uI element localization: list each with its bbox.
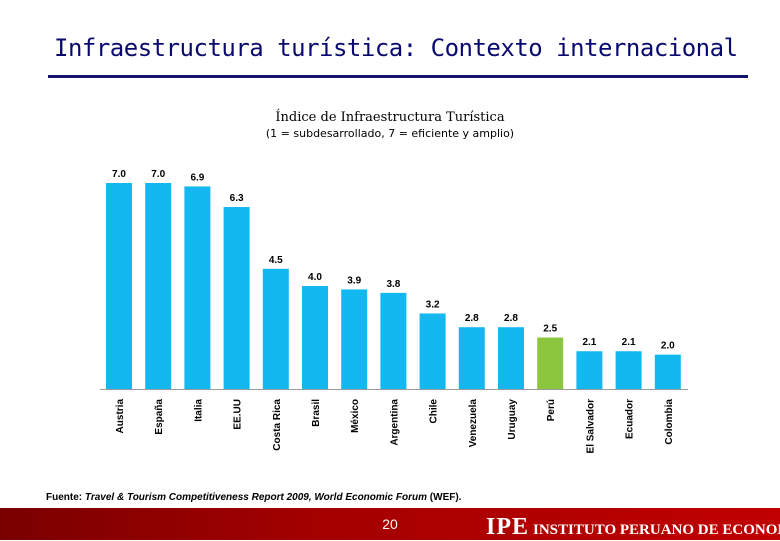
category-label-7: Argentina [389,399,400,446]
page-title: Infraestructura turística: Contexto inte… [54,34,738,62]
logo-name: INSTITUTO PERUANO DE ECONOMÍA [533,522,780,538]
data-label-12: 2.1 [582,337,596,348]
footer-bar [0,508,780,540]
bar-7 [380,292,407,389]
source-title: Travel & Tourism Competitiveness Report … [84,492,428,503]
data-label-11: 2.5 [543,324,557,335]
data-label-14: 2.0 [661,341,675,352]
category-label-6: México [350,399,361,433]
bar-12 [576,351,603,389]
bar-2 [184,186,211,389]
data-label-1: 7.0 [151,169,165,180]
source-prefix: Fuente: [46,492,85,503]
source-suffix: (WEF). [427,492,462,503]
data-label-13: 2.1 [622,337,636,348]
bar-13 [615,351,642,389]
bar-1 [145,183,172,389]
bar-11 [537,337,564,389]
bar-14 [654,354,681,389]
category-label-4: Costa Rica [272,399,283,451]
bar-chart: 7.0 Austria 7.0 España 6.9 Italia 6.3 EE.UU 4.5 C… [100,169,688,454]
bar-5 [302,286,328,389]
data-label-2: 6.9 [190,172,204,183]
category-label-1: España [154,399,165,435]
category-label-5: Brasil [311,399,322,427]
bar-0 [106,183,132,389]
category-label-9: Venezuela [468,399,479,448]
bar-10 [498,327,524,389]
category-label-12: El Salvador [585,399,596,454]
category-label-10: Uruguay [507,399,518,440]
bar-9 [458,327,485,389]
bar-3 [223,207,250,389]
chart-title: Índice de Infraestructura Turística [275,110,505,125]
data-label-3: 6.3 [230,193,244,204]
data-label-5: 4.0 [308,272,322,283]
chart-subtitle: (1 = subdesarrollado, 7 = eficiente y am… [265,127,515,140]
category-label-11: Perú [546,399,557,421]
data-label-0: 7.0 [112,169,126,180]
category-label-8: Chile [429,399,440,424]
category-label-2: Italia [193,399,204,422]
data-label-4: 4.5 [269,255,283,266]
page-number: 20 [382,516,398,532]
category-label-3: EE.UU [233,399,244,430]
source-note: Fuente: Travel & Tourism Competitiveness… [46,492,461,503]
data-label-6: 3.9 [347,275,361,286]
category-label-13: Ecuador [625,399,636,439]
title-underline [48,75,748,78]
category-label-0: Austria [115,399,126,434]
bar-6 [341,289,368,389]
logo-abbr: IPE [486,514,530,540]
bar-8 [419,313,446,389]
bar-4 [262,268,289,389]
data-label-7: 3.8 [386,279,400,290]
category-label-14: Colombia [664,399,675,445]
data-label-9: 2.8 [465,313,479,324]
data-label-8: 3.2 [426,299,440,310]
data-label-10: 2.8 [504,313,518,324]
